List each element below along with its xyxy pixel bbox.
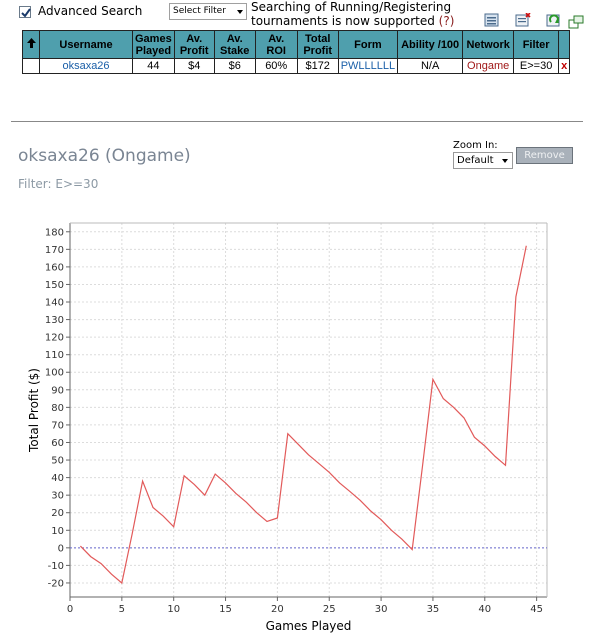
cell-av-roi: 60%	[254, 58, 298, 74]
chevron-down-icon	[237, 10, 243, 14]
help-link[interactable]: (?)	[438, 14, 455, 28]
tournament-notice: Searching of Running/Registering tournam…	[251, 0, 481, 28]
chart-ticks: -20-100102030405060708090100110120130140…	[45, 227, 543, 615]
y-tick-label: 0	[58, 543, 64, 554]
y-tick-label: 90	[51, 385, 64, 396]
cell-username[interactable]: oksaxa26	[39, 58, 133, 74]
y-tick-label: 60	[51, 438, 64, 449]
y-tick-label: 140	[45, 298, 64, 309]
notice-text: Searching of Running/Registering tournam…	[251, 0, 452, 28]
y-tick-label: 20	[51, 508, 64, 519]
x-tick-label: 15	[219, 604, 232, 615]
header-av-profit[interactable]: Av. Profit	[173, 30, 215, 59]
remove-row-button[interactable]: x	[558, 58, 571, 74]
y-tick-label: 180	[45, 227, 64, 238]
advanced-search-label: Advanced Search	[38, 4, 143, 18]
cell-total-profit: $172	[296, 58, 339, 74]
filter-select-value: Select Filter	[173, 6, 226, 16]
chart-axes	[69, 222, 548, 598]
cell-av-stake: $6	[213, 58, 256, 74]
y-tick-label: 10	[51, 526, 64, 537]
plot-area	[70, 223, 547, 597]
header-form[interactable]: Form	[337, 30, 399, 59]
y-tick-label: 170	[45, 245, 64, 256]
x-axis-label: Games Played	[266, 619, 352, 633]
x-tick-label: 20	[271, 604, 284, 615]
y-tick-label: 50	[51, 456, 64, 467]
x-tick-label: 35	[427, 604, 440, 615]
cell-av-profit: $4	[173, 58, 215, 74]
cell-form[interactable]: PWLLLLLL	[337, 58, 399, 74]
x-tick-label: 45	[530, 604, 543, 615]
advanced-search-checkbox[interactable]	[19, 6, 31, 18]
sort-header[interactable]	[22, 30, 40, 59]
zoom-label: Zoom In:	[453, 140, 498, 151]
y-tick-label: 30	[51, 491, 64, 502]
y-tick-label: 70	[51, 420, 64, 431]
chevron-down-icon	[502, 159, 508, 163]
profit-series-line	[79, 245, 527, 585]
zoom-select[interactable]: Default	[453, 152, 513, 169]
x-tick-label: 5	[119, 604, 125, 615]
header-username[interactable]: Username	[39, 30, 133, 59]
y-tick-label: 110	[45, 350, 64, 361]
y-tick-label: 100	[45, 368, 64, 379]
cell-games-played: 44	[132, 58, 175, 74]
y-tick-label: 130	[45, 315, 64, 326]
player-title: oksaxa26 (Ongame)	[18, 146, 191, 166]
table-row[interactable]: oksaxa26 44 $4 $6 60% $172 PWLLLLLL N/A …	[22, 58, 571, 74]
x-tick-label: 10	[167, 604, 180, 615]
filter-line: Filter: E>=30	[18, 177, 99, 191]
section-divider	[11, 121, 583, 122]
popout-icon[interactable]	[568, 15, 584, 29]
x-tick-label: 0	[67, 604, 73, 615]
remove-button[interactable]: Remove	[516, 147, 573, 164]
header-network[interactable]: Network	[462, 30, 515, 59]
cell-filter: E>=30	[513, 58, 560, 74]
export-icon[interactable]	[484, 13, 500, 27]
cell-ability: N/A	[397, 58, 464, 74]
y-tick-label: -20	[48, 578, 64, 589]
y-tick-label: 40	[51, 473, 64, 484]
y-tick-label: -10	[48, 561, 64, 572]
stats-table: Username Games Played Av. Profit Av. Stake …	[22, 30, 571, 74]
row-spacer	[22, 58, 40, 74]
delete-icon[interactable]	[515, 13, 531, 27]
refresh-icon[interactable]	[546, 13, 562, 27]
header-av-stake[interactable]: Av. Stake	[213, 30, 256, 59]
y-tick-label: 120	[45, 333, 64, 344]
header-games-played[interactable]: Games Played	[132, 30, 175, 59]
header-av-roi[interactable]: Av. ROI	[254, 30, 298, 59]
y-tick-label: 160	[45, 262, 64, 273]
header-ability[interactable]: Ability /100	[397, 30, 464, 59]
y-axis-label: Total Profit ($)	[27, 368, 41, 453]
table-header-row: Username Games Played Av. Profit Av. Stake …	[22, 30, 571, 59]
check-icon	[21, 8, 31, 18]
cell-network[interactable]: Ongame	[462, 58, 515, 74]
x-tick-label: 30	[375, 604, 388, 615]
x-tick-label: 40	[478, 604, 491, 615]
filter-select[interactable]: Select Filter	[169, 3, 247, 20]
header-remove	[558, 30, 571, 59]
zoom-select-value: Default	[457, 155, 494, 166]
profit-chart: -20-100102030405060708090100110120130140…	[27, 222, 548, 633]
header-filter[interactable]: Filter	[513, 30, 560, 59]
x-tick-label: 25	[323, 604, 336, 615]
header-total-profit[interactable]: Total Profit	[296, 30, 339, 59]
y-tick-label: 80	[51, 403, 64, 414]
y-tick-label: 150	[45, 280, 64, 291]
sort-up-arrow-icon	[26, 38, 36, 48]
